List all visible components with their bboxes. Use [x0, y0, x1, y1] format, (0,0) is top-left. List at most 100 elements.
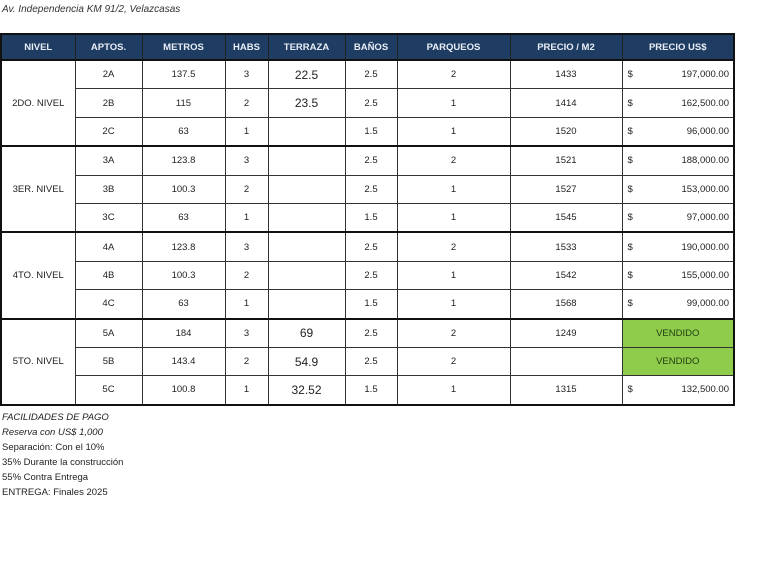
apto-cell: 5B [74, 346, 143, 377]
nivel-cell: 5TO. NIVEL [0, 317, 76, 406]
price-value: 162,500.00 [681, 97, 729, 109]
notes-line: 55% Contra Entrega [2, 472, 89, 483]
habs-cell: 3 [224, 59, 269, 90]
metros-cell: 100.3 [141, 260, 226, 291]
metros-cell: 115 [141, 88, 226, 118]
precio_m2-cell: 1249 [509, 317, 623, 348]
precio_m2-cell: 1568 [509, 289, 623, 320]
terraza-cell: 22.5 [267, 59, 346, 90]
table-row: 2DO. NIVEL 2A 137.5 3 22.5 2.5 2 1433 $197,000.0… [0, 58, 735, 147]
metros-cell: 100.8 [141, 375, 226, 406]
table-row: 4B 100.3 2 2.5 1 1542 $155,000.00 [1, 260, 735, 291]
currency-symbol: $ [627, 212, 633, 224]
apto-cell: 3A [74, 145, 143, 176]
price-value: 153,000.00 [681, 183, 729, 195]
banos-cell: 2.5 [344, 317, 398, 348]
parqueos-cell: 2 [396, 317, 511, 348]
parqueos-cell: 1 [396, 375, 511, 406]
table-row: 2C 63 1 1.5 1 1520 $96,000.00 [1, 116, 735, 147]
price-cell: $162,500.00 [621, 88, 735, 118]
metros-cell: 63 [141, 116, 226, 147]
apto-cell: 5C [74, 375, 143, 406]
habs-cell: 2 [224, 346, 269, 377]
habs-cell: 3 [224, 145, 269, 176]
habs-cell: 2 [224, 174, 269, 204]
price-cell: $190,000.00 [621, 231, 735, 262]
column-header: PRECIO US$ [621, 33, 735, 61]
parqueos-cell: 1 [396, 174, 511, 204]
precio_m2-cell: 1533 [509, 231, 623, 262]
apto-cell: 3C [74, 202, 143, 233]
habs-cell: 2 [224, 88, 269, 118]
currency-symbol: $ [627, 183, 633, 195]
precio_m2-cell: 1545 [509, 202, 623, 233]
payment-notes: FACILIDADES DE PAGO Reserva con US$ 1,00… [2, 410, 123, 500]
habs-cell: 1 [224, 289, 269, 320]
metros-cell: 184 [141, 317, 226, 348]
banos-cell: 2.5 [344, 346, 398, 377]
price-cell: $99,000.00 [621, 289, 735, 320]
terraza-cell [267, 289, 346, 320]
metros-cell: 143.4 [141, 346, 226, 377]
table-row: 2B 115 2 23.5 2.5 1 1414 $162,500.00 [1, 88, 735, 118]
price-cell: $155,000.00 [621, 260, 735, 291]
currency-symbol: $ [627, 69, 633, 81]
address: Av. Independencia KM 91/2, Velazcasas [2, 4, 181, 15]
parqueos-cell: 1 [396, 116, 511, 147]
table-row: 5TO. NIVEL 5A 184 3 69 2.5 2 1249 VENDIDO [0, 317, 735, 406]
currency-symbol: $ [627, 241, 633, 253]
terraza-cell [267, 116, 346, 147]
precio_m2-cell [509, 346, 623, 377]
habs-cell: 2 [224, 260, 269, 291]
parqueos-cell: 1 [396, 88, 511, 118]
habs-cell: 1 [224, 375, 269, 406]
terraza-cell [267, 145, 346, 176]
currency-symbol: $ [627, 155, 633, 167]
precio_m2-cell: 1542 [509, 260, 623, 291]
column-header: NIVEL [0, 33, 76, 61]
currency-symbol: $ [627, 269, 633, 281]
sold-badge: VENDIDO [621, 346, 735, 377]
parqueos-cell: 2 [396, 346, 511, 377]
column-header: BAÑOS [344, 33, 398, 61]
table-row: 5C 100.8 1 32.52 1.5 1 1315 $132,500.00 [1, 375, 735, 406]
price-value: 96,000.00 [686, 125, 729, 137]
column-header: PARQUEOS [396, 33, 511, 61]
metros-cell: 123.8 [141, 145, 226, 176]
column-header: TERRAZA [267, 33, 346, 61]
table-row: 4TO. NIVEL 4A 123.8 3 2.5 2 1533 $190,000.00 [0, 231, 735, 320]
nivel-cell: 4TO. NIVEL [0, 231, 76, 320]
notes-line: ENTREGA: Finales 2025 [2, 487, 108, 498]
terraza-cell: 69 [267, 317, 346, 348]
apto-cell: 2A [74, 59, 143, 90]
price-value: 97,000.00 [686, 212, 729, 224]
price-value: 197,000.00 [681, 69, 729, 81]
parqueos-cell: 1 [396, 202, 511, 233]
apto-cell: 3B [74, 174, 143, 204]
header-row: NIVEL APTOS. METROS HABS TERRAZA BAÑOS PARQUEO… [0, 33, 735, 61]
notes-title: FACILIDADES DE PAGO [2, 412, 109, 423]
metros-cell: 137.5 [141, 59, 226, 90]
banos-cell: 2.5 [344, 174, 398, 204]
apto-cell: 4B [74, 260, 143, 291]
price-cell: $153,000.00 [621, 174, 735, 204]
banos-cell: 1.5 [344, 202, 398, 233]
banos-cell: 2.5 [344, 88, 398, 118]
metros-cell: 63 [141, 289, 226, 320]
banos-cell: 1.5 [344, 116, 398, 147]
precio_m2-cell: 1414 [509, 88, 623, 118]
parqueos-cell: 2 [396, 59, 511, 90]
apto-cell: 5A [74, 317, 143, 348]
table-row: 3C 63 1 1.5 1 1545 $97,000.00 [1, 202, 735, 233]
metros-cell: 63 [141, 202, 226, 233]
terraza-cell: 32.52 [267, 375, 346, 406]
column-header: HABS [224, 33, 269, 61]
banos-cell: 2.5 [344, 231, 398, 262]
banos-cell: 2.5 [344, 260, 398, 291]
price-value: 155,000.00 [681, 269, 729, 281]
notes-line: 35% Durante la construcción [2, 457, 124, 468]
terraza-cell: 23.5 [267, 88, 346, 118]
table-row: 3ER. NIVEL 3A 123.8 3 2.5 2 1521 $188,000.00 [0, 145, 735, 233]
parqueos-cell: 1 [396, 260, 511, 291]
terraza-cell [267, 202, 346, 233]
